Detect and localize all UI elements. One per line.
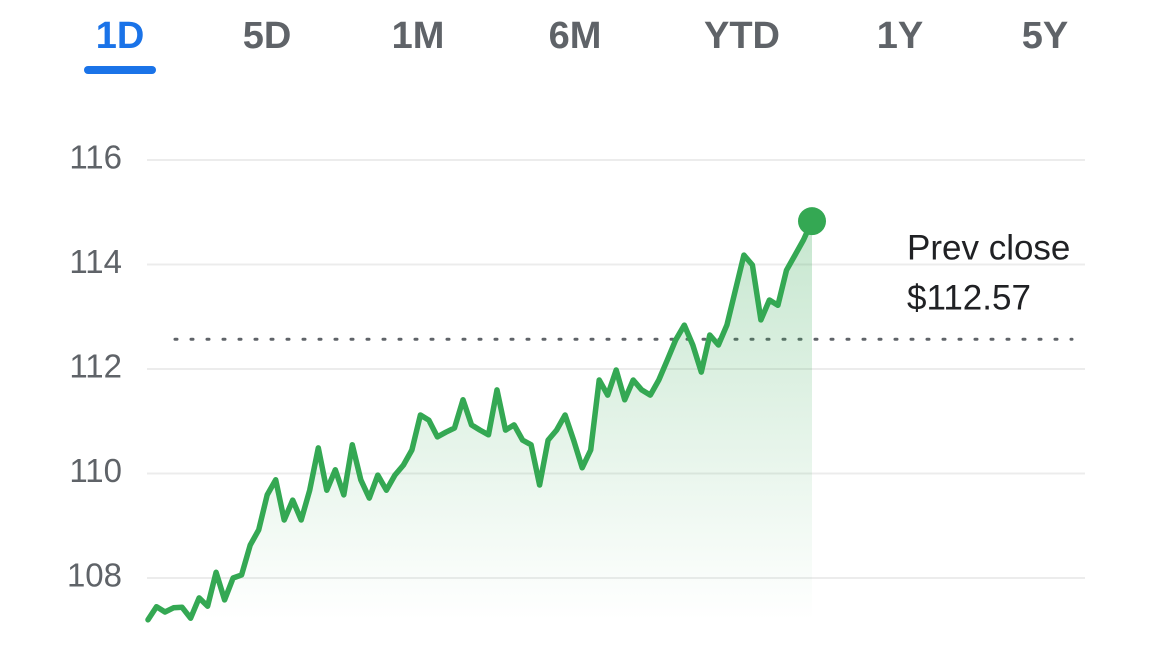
range-tab[interactable]: 1Y: [877, 15, 923, 57]
range-tab[interactable]: 1D: [96, 15, 145, 57]
active-tab-indicator: [84, 66, 156, 74]
range-tab[interactable]: YTD: [704, 15, 780, 57]
y-tick-label: 110: [69, 452, 122, 489]
y-tick-label: 112: [69, 348, 122, 385]
y-tick-label: 116: [69, 139, 122, 176]
price-area: [148, 221, 812, 620]
prev-close-title: Prev close: [907, 228, 1070, 267]
prev-close-value: $112.57: [907, 278, 1031, 317]
range-tab[interactable]: 1M: [392, 15, 445, 57]
range-tab[interactable]: 6M: [549, 15, 602, 57]
range-tab[interactable]: 5D: [243, 15, 292, 57]
y-tick-label: 108: [67, 557, 122, 594]
range-tab[interactable]: 5Y: [1022, 15, 1068, 57]
last-price-dot: [798, 207, 826, 236]
price-line: [145, 218, 815, 623]
y-tick-label: 114: [69, 243, 122, 280]
